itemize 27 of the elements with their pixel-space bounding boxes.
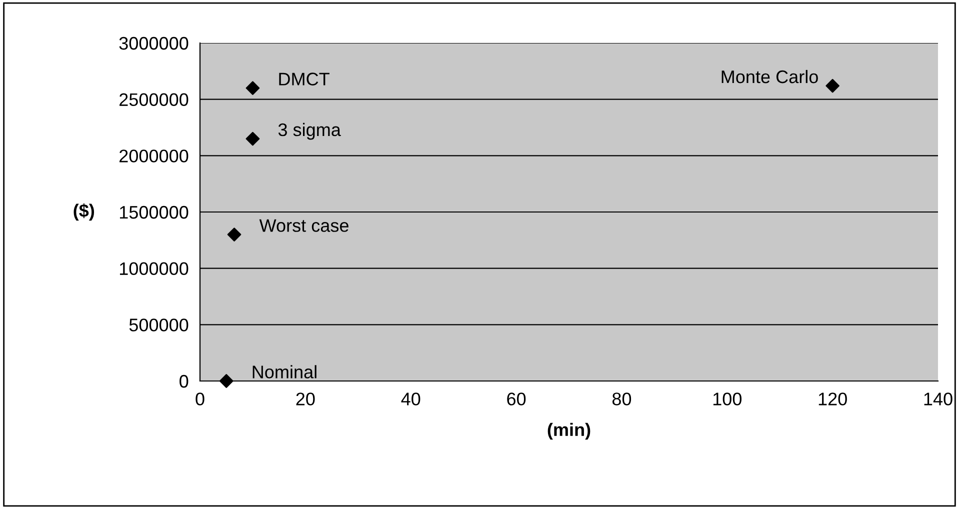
y-tick-label: 500000 bbox=[129, 318, 188, 332]
point bbox=[227, 228, 242, 242]
x-tick-label: 80 bbox=[612, 392, 632, 406]
y-tick-label: 2500000 bbox=[120, 93, 188, 106]
x-tick-label: 20 bbox=[296, 392, 315, 406]
point bbox=[826, 78, 840, 93]
y-tick-label: 2000000 bbox=[120, 150, 188, 162]
x-tick-label: 40 bbox=[401, 392, 420, 406]
x-tick-label: 0 bbox=[196, 392, 204, 406]
x-tick-label: 120 bbox=[818, 392, 847, 406]
annotation: 3 sigma bbox=[278, 122, 341, 140]
annotation: DMCT bbox=[279, 72, 330, 86]
annotation: Monte Carlo bbox=[722, 70, 818, 84]
point bbox=[219, 374, 234, 388]
y-tick-label: 1000000 bbox=[120, 262, 188, 276]
y-tick-label: 3000000 bbox=[119, 36, 188, 50]
x-tick-label: 140 bbox=[924, 392, 952, 406]
y-tick-label: 0 bbox=[180, 374, 188, 388]
x-tick-label: 100 bbox=[713, 392, 742, 406]
x-axis-title: (min) bbox=[548, 422, 590, 440]
y-axis-title: ($) bbox=[74, 203, 94, 221]
y-tick-label: 1500000 bbox=[120, 206, 188, 219]
point bbox=[246, 81, 260, 95]
annotation: Worst case bbox=[259, 219, 348, 232]
x-tick-label: 60 bbox=[507, 392, 526, 406]
annotation: Nominal bbox=[252, 365, 316, 378]
point bbox=[246, 132, 260, 146]
